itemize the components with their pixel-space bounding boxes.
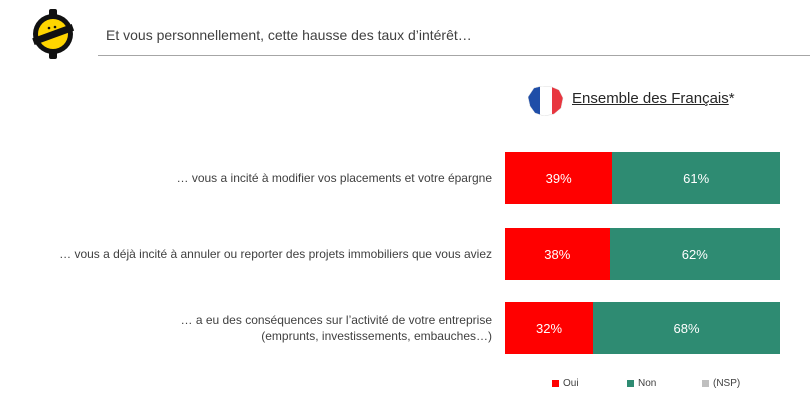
legend-item-oui: Oui	[552, 378, 627, 389]
data-label: 68%	[673, 320, 700, 336]
data-label: 32%	[535, 320, 563, 336]
segment-label-text: Ensemble des Français	[572, 90, 729, 107]
row-label-line: … vous a incité à modifier vos placement…	[176, 171, 493, 185]
segment-label-asterisk: *	[728, 90, 735, 107]
bar-segment-non: 61%	[612, 152, 780, 204]
chart-legend: Oui Non (NSP)	[552, 378, 777, 389]
bar-row-1: 39% 61%	[505, 152, 780, 204]
legend-item-nsp: (NSP)	[702, 378, 777, 389]
legend-swatch-oui	[552, 380, 559, 387]
france-map-flag-icon	[528, 86, 564, 116]
legend-swatch-nsp	[702, 380, 709, 387]
legend-swatch-non	[627, 380, 634, 387]
data-label: 61%	[683, 170, 710, 186]
page-title: Et vous personnellement, cette hausse de…	[106, 27, 472, 43]
row-label-line: (emprunts, investissements, embauches…)	[261, 329, 492, 343]
row-label-3: … a eu des conséquences sur l’activité d…	[180, 312, 492, 344]
legend-label-non: Non	[638, 378, 657, 389]
bar-row-2: 38% 62%	[505, 228, 780, 280]
bar-segment-non: 62%	[609, 228, 780, 280]
data-label: 38%	[544, 246, 571, 262]
bar-row-3: 32% 68%	[505, 302, 780, 354]
legend-label-nsp: (NSP)	[713, 378, 741, 389]
row-label-1: … vous a incité à modifier vos placement…	[177, 170, 493, 186]
logo-icon	[32, 9, 75, 59]
bar-segment-non: 68%	[593, 302, 780, 354]
row-label-line: … vous a déjà incité à annuler ou report…	[59, 247, 492, 261]
bar-segment-oui: 39%	[505, 152, 613, 204]
title-divider	[98, 55, 810, 56]
legend-label-oui: Oui	[563, 378, 579, 389]
row-label-2: … vous a déjà incité à annuler ou report…	[59, 246, 492, 262]
data-label: 62%	[681, 246, 708, 262]
bar-segment-oui: 32%	[505, 302, 593, 354]
row-label-line: … a eu des conséquences sur l’activité d…	[180, 313, 492, 327]
legend-item-non: Non	[627, 378, 702, 389]
data-label: 39%	[545, 170, 572, 186]
segment-label: Ensemble des Français*	[572, 90, 735, 107]
bar-segment-oui: 38%	[505, 228, 610, 280]
